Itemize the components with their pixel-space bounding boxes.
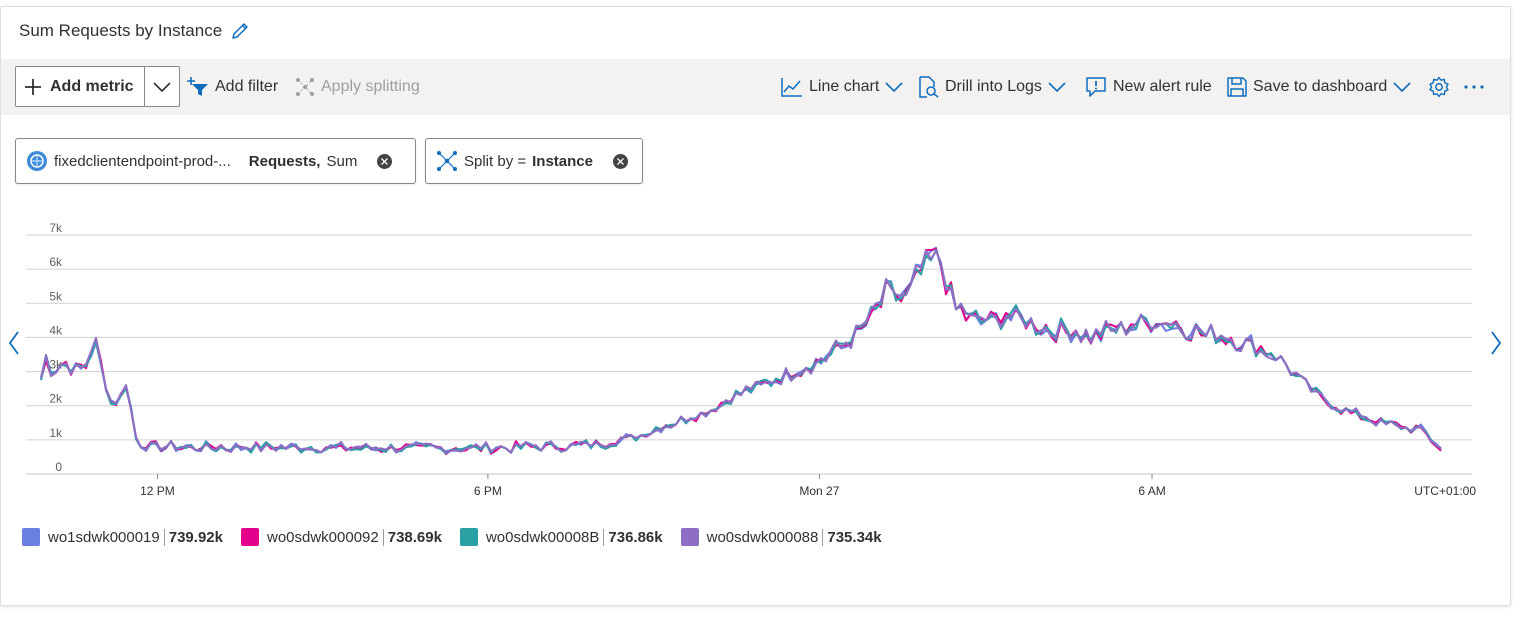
apply-splitting-label: Apply splitting — [321, 77, 420, 95]
legend-series-total: 739.92k — [163, 528, 223, 546]
y-tick-label: 2k — [49, 392, 63, 406]
chevron-down-icon — [885, 81, 903, 92]
legend-series-total: 735.34k — [822, 528, 882, 546]
legend-series-name: wo1sdwk000019 — [48, 528, 160, 546]
add-metric-button[interactable]: Add metric — [16, 67, 144, 106]
legend-series-total: 738.69k — [382, 528, 442, 546]
chart-series — [40, 246, 1442, 456]
logs-icon — [919, 75, 939, 98]
x-tick-label: Mon 27 — [799, 484, 839, 498]
add-filter-label: Add filter — [215, 77, 279, 95]
split-dimension: Instance — [532, 152, 593, 170]
new-alert-rule-button[interactable]: New alert rule — [1085, 66, 1212, 107]
y-tick-label: 4k — [49, 323, 63, 337]
filter-icon — [187, 76, 208, 96]
save-to-dashboard-label: Save to dashboard — [1253, 77, 1388, 95]
line-chart-icon — [781, 77, 802, 97]
chevron-down-icon — [1393, 81, 1411, 92]
plus-icon — [25, 78, 41, 95]
chevron-down-icon — [153, 81, 171, 92]
y-tick-label: 1k — [49, 426, 63, 440]
remove-metric-icon[interactable] — [377, 153, 393, 169]
metric-name: Requests, — [248, 152, 321, 170]
chart-header: Sum Requests by Instance — [19, 19, 250, 43]
add-metric-label: Add metric — [50, 77, 134, 95]
y-tick-label: 5k — [49, 289, 63, 303]
chart-type-dropdown[interactable]: Line chart — [781, 66, 903, 107]
x-axis-ticks: 12 PM 6 PM Mon 27 6 AM — [140, 474, 1166, 498]
drill-into-logs-label: Drill into Logs — [945, 77, 1042, 95]
ellipsis-icon — [1464, 84, 1484, 89]
split-icon — [437, 151, 457, 171]
add-filter-button[interactable]: Add filter — [187, 66, 278, 107]
add-metric-split-button: Add metric — [15, 66, 180, 107]
save-icon — [1227, 76, 1247, 97]
settings-button[interactable] — [1428, 66, 1450, 107]
y-tick-label: 7k — [49, 221, 63, 235]
y-tick-label: 0 — [55, 460, 62, 474]
chart-title[interactable]: Sum Requests by Instance — [19, 21, 223, 40]
series-line-wo0sdwk000092[interactable] — [40, 247, 1442, 456]
alert-icon — [1086, 76, 1106, 97]
metric-pill[interactable]: fixedclientendpoint-prod-... Requests, S… — [15, 138, 416, 184]
gear-icon — [1429, 76, 1449, 97]
chevron-down-icon — [1048, 81, 1066, 92]
chart-legend: wo1sdwk000019 739.92k wo0sdwk000092 738.69k… — [22, 528, 882, 546]
legend-item[interactable]: wo0sdwk00008B 736.86k — [459, 528, 663, 546]
timezone-label: UTC+01:00 — [1414, 484, 1476, 498]
chart-card: Sum Requests by Instance Add metric — [0, 6, 1511, 606]
legend-series-total: 736.86k — [603, 528, 663, 546]
legend-item[interactable]: wo1sdwk000019 739.92k — [22, 528, 223, 546]
legend-swatch — [680, 528, 699, 546]
new-alert-rule-label: New alert rule — [1113, 77, 1212, 95]
pencil-icon[interactable] — [230, 21, 250, 41]
legend-series-name: wo0sdwk000092 — [266, 528, 379, 546]
split-pill[interactable]: Split by = Instance — [425, 138, 643, 184]
save-to-dashboard-dropdown[interactable]: Save to dashboard — [1227, 66, 1411, 107]
add-metric-dropdown[interactable] — [145, 67, 179, 106]
drill-into-logs-dropdown[interactable]: Drill into Logs — [917, 66, 1066, 107]
legend-swatch — [22, 528, 40, 546]
y-tick-label: 6k — [49, 255, 63, 269]
series-line-wo0sdwk00008B[interactable] — [40, 249, 1442, 455]
x-tick-label: 6 AM — [1138, 484, 1165, 498]
toolbar: Add metric Add filter — [1, 59, 1510, 115]
legend-series-name: wo0sdwk00008B — [485, 528, 600, 546]
chart-grid — [26, 234, 1472, 475]
legend-item[interactable]: wo0sdwk000088 735.34k — [680, 528, 882, 546]
legend-swatch — [240, 528, 259, 546]
legend-swatch — [459, 528, 478, 546]
split-icon — [296, 77, 314, 96]
split-prefix: Split by = — [464, 152, 527, 170]
split-divider — [143, 67, 145, 106]
metric-aggregation: Sum — [326, 152, 358, 170]
metric-resource: fixedclientendpoint-prod-... — [54, 152, 231, 170]
chevron-left-icon[interactable] — [4, 328, 24, 358]
series-line-wo1sdwk000019[interactable] — [40, 246, 1442, 454]
more-options-button[interactable] — [1463, 66, 1485, 107]
x-tick-label: 6 PM — [474, 484, 502, 498]
chevron-right-icon[interactable] — [1486, 328, 1506, 358]
x-tick-label: 12 PM — [140, 484, 175, 498]
line-chart-label: Line chart — [809, 77, 880, 95]
remove-split-icon[interactable] — [612, 153, 628, 169]
legend-item[interactable]: wo0sdwk000092 738.69k — [240, 528, 442, 546]
apply-splitting-button[interactable]: Apply splitting — [295, 66, 420, 107]
app-service-icon — [27, 151, 47, 171]
legend-series-name: wo0sdwk000088 — [706, 528, 819, 546]
series-line-wo0sdwk000088[interactable] — [40, 249, 1442, 454]
